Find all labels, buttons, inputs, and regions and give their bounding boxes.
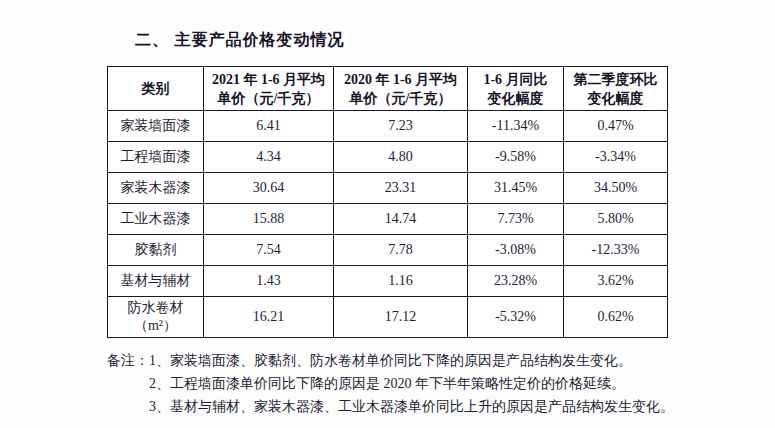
table-row: 胶黏剂 7.54 7.78 -3.08% -12.33% [108,235,668,266]
avg-price-2020-cell: 14.74 [334,204,468,235]
header-line: 1-6 月同比 [471,70,560,89]
footnotes-items: 1、家装墙面漆、胶黏剂、防水卷材单价同比下降的原因是产品结构发生变化。 2、工程… [149,349,674,418]
avg-price-2021-cell: 30.64 [204,173,334,204]
qoq-change-cell: 5.80% [564,204,668,235]
category-cell: 防水卷材 （m²） [108,297,204,338]
table-row: 防水卷材 （m²） 16.21 17.12 -5.32% 0.62% [108,297,668,338]
avg-price-2021-cell: 6.41 [204,111,334,142]
header-line: 变化幅度 [471,89,560,108]
table-row: 家装墙面漆 6.41 7.23 -11.34% 0.47% [108,111,668,142]
avg-price-2020-cell: 17.12 [334,297,468,338]
footnote-2: 2、工程墙面漆单价同比下降的原因是 2020 年下半年策略性定价的价格延续。 [149,372,674,395]
category-cell: 家装木器漆 [108,173,204,204]
column-header-avg-price-2020: 2020 年 1-6 月平均 单价（元/千克） [334,67,468,111]
table-row: 家装木器漆 30.64 23.31 31.45% 34.50% [108,173,668,204]
avg-price-2021-cell: 15.88 [204,204,334,235]
yoy-change-cell: -11.34% [468,111,564,142]
qoq-change-cell: -3.34% [564,142,668,173]
category-cell: 家装墙面漆 [108,111,204,142]
category-cell: 工程墙面漆 [108,142,204,173]
qoq-change-cell: 0.62% [564,297,668,338]
header-line: 单价（元/千克） [207,89,330,108]
column-header-qoq-change: 第二季度环比 变化幅度 [564,67,668,111]
avg-price-2020-cell: 1.16 [334,266,468,297]
table-row: 基材与辅材 1.43 1.16 23.28% 3.62% [108,266,668,297]
header-line: 类别 [111,79,200,98]
yoy-change-cell: 31.45% [468,173,564,204]
header-line: 第二季度环比 [567,70,664,89]
column-header-yoy-change: 1-6 月同比 变化幅度 [468,67,564,111]
document-page: 二、 主要产品价格变动情况 类别 2021 年 1-6 月平均 单价（元/千克）… [0,0,775,428]
yoy-change-cell: 23.28% [468,266,564,297]
header-line: 2021 年 1-6 月平均 [207,70,330,89]
avg-price-2021-cell: 16.21 [204,297,334,338]
qoq-change-cell: 0.47% [564,111,668,142]
category-cell: 基材与辅材 [108,266,204,297]
header-line: 单价（元/千克） [337,89,464,108]
table-row: 工业木器漆 15.88 14.74 7.73% 5.80% [108,204,668,235]
avg-price-2021-cell: 1.43 [204,266,334,297]
table-row: 工程墙面漆 4.34 4.80 -9.58% -3.34% [108,142,668,173]
yoy-change-cell: -5.32% [468,297,564,338]
footnote-3: 3、基材与辅材、家装木器漆、工业木器漆单价同比上升的原因是产品结构发生变化。 [149,395,674,418]
avg-price-2020-cell: 23.31 [334,173,468,204]
footnotes-label: 备注： [107,349,149,418]
yoy-change-cell: -3.08% [468,235,564,266]
section-title: 二、 主要产品价格变动情况 [135,30,775,51]
price-change-table: 类别 2021 年 1-6 月平均 单价（元/千克） 2020 年 1-6 月平… [107,66,668,338]
header-line: 2020 年 1-6 月平均 [337,70,464,89]
header-line: 变化幅度 [567,89,664,108]
footnotes: 备注： 1、家装墙面漆、胶黏剂、防水卷材单价同比下降的原因是产品结构发生变化。 … [107,349,727,418]
qoq-change-cell: 3.62% [564,266,668,297]
avg-price-2020-cell: 7.78 [334,235,468,266]
category-cell: 胶黏剂 [108,235,204,266]
qoq-change-cell: -12.33% [564,235,668,266]
avg-price-2020-cell: 4.80 [334,142,468,173]
avg-price-2021-cell: 7.54 [204,235,334,266]
qoq-change-cell: 34.50% [564,173,668,204]
category-unit-line: （m²） [111,317,200,335]
avg-price-2021-cell: 4.34 [204,142,334,173]
yoy-change-cell: 7.73% [468,204,564,235]
column-header-category: 类别 [108,67,204,111]
category-cell: 工业木器漆 [108,204,204,235]
table-header-row: 类别 2021 年 1-6 月平均 单价（元/千克） 2020 年 1-6 月平… [108,67,668,111]
yoy-change-cell: -9.58% [468,142,564,173]
column-header-avg-price-2021: 2021 年 1-6 月平均 单价（元/千克） [204,67,334,111]
category-line: 防水卷材 [111,299,200,317]
avg-price-2020-cell: 7.23 [334,111,468,142]
footnote-1: 1、家装墙面漆、胶黏剂、防水卷材单价同比下降的原因是产品结构发生变化。 [149,349,674,372]
